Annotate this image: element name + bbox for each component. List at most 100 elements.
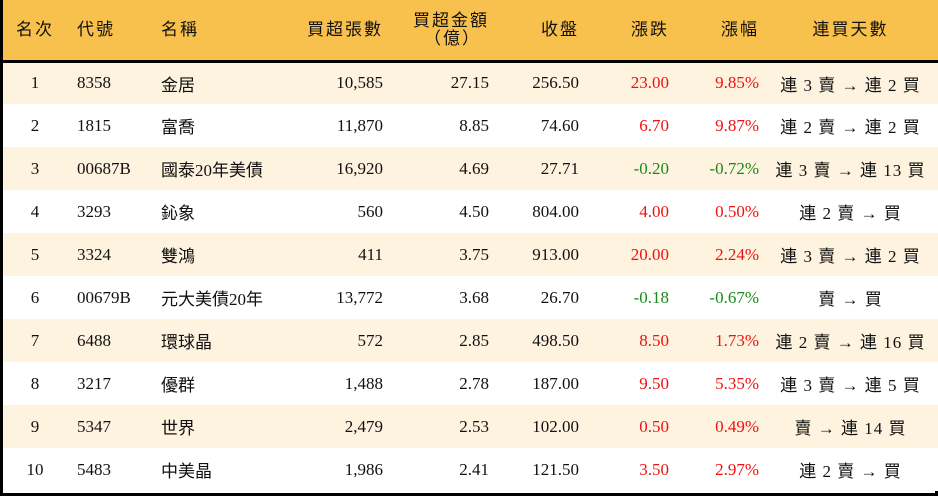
code-cell: 3217 [77,373,111,393]
header-name: 名稱 [161,19,199,39]
streak-cell: 連 2 賣 → 連 2 買 [780,118,921,137]
change-pct-cell: 0.49% [715,416,759,436]
net-buy-lots-cell: 13,772 [336,287,383,307]
table-row: 3 00687B 國泰20年美債 16,920 4.69 27.71 -0.20… [3,147,938,190]
change-cell: 9.50 [639,373,669,393]
name-cell: 中美晶 [161,462,212,481]
net-buy-amount-cell: 4.69 [459,158,489,178]
streak-cell: 連 2 賣 → 買 [799,204,902,223]
change-cell: 23.00 [630,73,669,93]
name-cell: 鈊象 [161,204,195,223]
table-row: 9 5347 世界 2,479 2.53 102.00 0.50 0.49% 賣… [3,405,938,448]
streak-cell: 賣 → 連 14 買 [794,419,907,438]
header-net-buy-amount-line2: （億） [424,28,481,48]
streak-cell: 連 3 賣 → 連 5 買 [780,376,921,395]
net-buy-lots-cell: 1,986 [344,459,383,479]
rank-cell: 1 [30,73,40,93]
table-row: 2 1815 富喬 11,870 8.85 74.60 6.70 9.87% 連… [3,104,938,147]
net-buy-amount-cell: 2.41 [459,459,489,479]
header-change: 漲跌 [631,19,669,39]
change-cell: -0.20 [633,158,669,178]
rank-cell: 5 [30,244,40,264]
header-net-buy-amount: 買超金額 （億） [383,0,493,61]
change-pct-cell: 0.50% [715,201,759,221]
change-cell: 0.50 [639,416,669,436]
rank-cell: 10 [26,459,44,479]
streak-cell: 連 3 賣 → 連 13 買 [775,161,926,180]
streak-cell: 連 3 賣 → 連 2 買 [780,75,921,95]
code-cell: 3293 [77,201,111,221]
name-cell: 富喬 [161,118,195,137]
net-buy-ranking-table: 名次 代號 名稱 買超張數 買超金額 （億） 收盤 漲跌 漲幅 連買天數 1 8… [3,0,938,491]
net-buy-lots-cell: 16,920 [336,158,383,178]
net-buy-lots-cell: 11,870 [336,115,383,135]
close-cell: 256.50 [532,73,579,93]
header-net-buy-lots: 買超張數 [307,19,383,39]
name-cell: 元大美債20年 [161,290,263,309]
table-row: 7 6488 環球晶 572 2.85 498.50 8.50 1.73% 連 … [3,319,938,362]
change-pct-cell: 5.35% [715,373,759,393]
header-streak: 連買天數 [812,19,889,39]
code-cell: 6488 [77,330,111,350]
net-buy-lots-cell: 411 [358,244,383,264]
table-row: 10 5483 中美晶 1,986 2.41 121.50 3.50 2.97%… [3,448,938,491]
close-cell: 187.00 [532,373,579,393]
table-row: 4 3293 鈊象 560 4.50 804.00 4.00 0.50% 連 2… [3,190,938,233]
code-cell: 00687B [77,158,131,178]
net-buy-amount-cell: 2.85 [459,330,489,350]
change-cell: -0.18 [633,287,669,307]
change-cell: 8.50 [639,330,669,350]
net-buy-amount-cell: 3.75 [459,244,489,264]
code-cell: 1815 [77,115,111,135]
close-cell: 27.71 [540,158,579,178]
header-change-pct: 漲幅 [721,19,759,39]
close-cell: 121.50 [532,459,579,479]
code-cell: 00679B [77,287,131,307]
name-cell: 世界 [161,419,195,438]
rank-cell: 2 [30,115,40,135]
streak-cell: 賣 → 買 [818,290,883,309]
change-pct-cell: 9.85% [715,73,759,93]
net-buy-amount-cell: 8.85 [459,115,489,135]
close-cell: 102.00 [532,416,579,436]
name-cell: 環球晶 [161,333,212,352]
table-row: 1 8358 金居 10,585 27.15 256.50 23.00 9.85… [3,61,938,104]
header-close: 收盤 [541,19,579,39]
change-cell: 6.70 [639,115,669,135]
change-pct-cell: -0.67% [709,287,759,307]
net-buy-lots-cell: 10,585 [336,73,383,93]
close-cell: 498.50 [532,330,579,350]
rank-cell: 3 [30,158,40,178]
rank-cell: 4 [30,201,40,221]
header-rank: 名次 [16,19,54,39]
net-buy-amount-cell: 4.50 [459,201,489,221]
code-cell: 3324 [77,244,111,264]
table-row: 6 00679B 元大美債20年 13,772 3.68 26.70 -0.18… [3,276,938,319]
rank-cell: 6 [30,287,40,307]
code-cell: 5347 [77,416,111,436]
change-pct-cell: -0.72% [709,158,759,178]
rank-cell: 9 [30,416,40,436]
change-pct-cell: 2.97% [715,459,759,479]
net-buy-amount-cell: 3.68 [459,287,489,307]
change-cell: 3.50 [639,459,669,479]
close-cell: 74.60 [540,115,579,135]
net-buy-lots-cell: 572 [357,330,384,350]
name-cell: 金居 [161,75,195,95]
net-buy-amount-cell: 2.78 [459,373,489,393]
streak-cell: 連 2 賣 → 連 16 買 [775,333,926,352]
change-pct-cell: 1.73% [715,330,759,350]
streak-cell: 連 3 賣 → 連 2 買 [780,247,921,266]
net-buy-amount-cell: 27.15 [450,73,489,93]
table-row: 8 3217 優群 1,488 2.78 187.00 9.50 5.35% 連… [3,362,938,405]
header-net-buy-amount-line1: 買超金額 [413,10,489,30]
net-buy-lots-cell: 2,479 [344,416,383,436]
change-pct-cell: 9.87% [715,115,759,135]
net-buy-lots-cell: 1,488 [344,373,383,393]
name-cell: 國泰20年美債 [161,161,263,180]
name-cell: 雙鴻 [161,247,195,266]
close-cell: 913.00 [532,244,579,264]
table-row: 5 3324 雙鴻 411 3.75 913.00 20.00 2.24% 連 … [3,233,938,276]
rank-cell: 7 [30,330,40,350]
